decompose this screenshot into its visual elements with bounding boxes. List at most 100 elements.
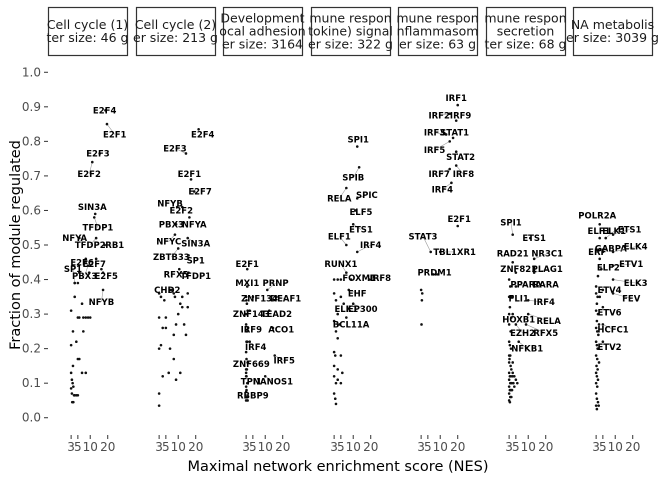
gene-label: STAT3 [409, 232, 438, 242]
gene-label: NANOS1 [253, 377, 293, 387]
data-point [526, 298, 530, 302]
label-leader-line [353, 224, 362, 230]
data-point [597, 404, 600, 407]
data-point [164, 326, 168, 330]
x-tick-label: 3 [505, 440, 513, 454]
data-point [80, 302, 84, 306]
gene-label: FOXM1 [342, 274, 376, 284]
label-leader-line [187, 237, 196, 244]
data-point [336, 336, 340, 340]
data-point [595, 364, 598, 368]
data-point [157, 292, 161, 295]
data-point [347, 288, 351, 292]
label-leader-line [613, 263, 632, 267]
gene-label: IRF4 [432, 186, 454, 196]
gene-label: BCL11A [333, 320, 370, 330]
data-point [174, 222, 178, 226]
gene-label: STAT2 [446, 153, 475, 163]
data-point [104, 108, 107, 112]
gene-label: RB1 [105, 241, 124, 251]
gene-label: IRF4 [245, 343, 267, 353]
gene-label: FLI1 [509, 295, 529, 305]
gene-label: PPARA [510, 281, 542, 291]
data-point [339, 278, 343, 281]
data-point [595, 397, 599, 401]
label-leader-line [276, 296, 286, 299]
data-point [244, 350, 248, 354]
data-point [332, 392, 336, 395]
data-point [596, 274, 600, 278]
gene-label: E2F6 [70, 258, 94, 268]
label-leader-line [88, 162, 93, 175]
data-point [159, 295, 163, 299]
data-point [339, 295, 343, 299]
data-point [351, 302, 355, 306]
data-point [532, 271, 536, 274]
gene-label: IRF8 [453, 170, 475, 180]
data-point [172, 292, 176, 295]
data-point [174, 323, 178, 326]
gene-label: NFYA [182, 220, 207, 230]
facet-strip-label: nflammasom [397, 24, 479, 39]
y-tick-label: 0.1 [22, 376, 41, 390]
data-point [507, 371, 511, 375]
data-point [596, 312, 600, 316]
data-point [163, 298, 166, 302]
gene-label: TPI1 [241, 377, 262, 387]
data-point [159, 343, 163, 347]
gene-label: SIN3A [181, 239, 210, 249]
gene-label: ETV1 [619, 260, 643, 270]
gene-label: PBX3 [159, 220, 184, 230]
label-leader-line [612, 293, 632, 299]
data-point [73, 281, 77, 285]
data-point [172, 333, 176, 337]
label-leader-line [534, 268, 548, 273]
data-point [509, 347, 513, 350]
data-point [604, 236, 608, 240]
x-tick-label: 20 [188, 440, 203, 454]
data-point [597, 333, 600, 337]
label-leader-line [612, 246, 636, 253]
y-tick-label: 0.4 [22, 273, 41, 287]
label-leader-line [612, 229, 630, 235]
data-point [72, 400, 75, 404]
data-point [245, 267, 249, 271]
data-point [595, 374, 599, 378]
data-point [182, 323, 186, 326]
data-point [436, 273, 440, 276]
data-point [601, 305, 605, 309]
data-point [189, 178, 193, 181]
data-point [510, 316, 513, 319]
data-point [598, 295, 602, 299]
data-point [600, 267, 603, 271]
gene-label: ZNF821 [500, 265, 537, 275]
data-point [508, 305, 512, 309]
data-point [420, 323, 423, 326]
x-tick-label: 10 [83, 440, 98, 454]
data-point [71, 381, 74, 385]
facet-strip-label: mune respon [484, 11, 566, 26]
data-point [450, 181, 453, 185]
gene-label: E2F1 [178, 170, 202, 180]
data-point [429, 250, 433, 254]
x-tick-label: 5 [162, 440, 170, 454]
label-leader-line [439, 113, 450, 116]
data-point [601, 323, 605, 326]
label-leader-line [101, 289, 104, 303]
data-point [596, 378, 600, 382]
gene-label: SIN3A [78, 203, 107, 213]
x-tick-label: 5 [599, 440, 607, 454]
data-point [184, 152, 188, 155]
data-point [454, 150, 458, 154]
label-leader-line [455, 165, 464, 175]
data-point [448, 112, 452, 116]
data-point [94, 257, 98, 261]
gene-label: PBX3 [72, 272, 97, 282]
data-point [336, 278, 340, 281]
x-tick-label: 3 [330, 440, 338, 454]
data-point [511, 371, 515, 375]
gene-label: SPIB [342, 174, 364, 184]
data-point [177, 267, 181, 271]
label-leader-line [353, 303, 363, 310]
gene-label: ELK3 [624, 279, 648, 289]
